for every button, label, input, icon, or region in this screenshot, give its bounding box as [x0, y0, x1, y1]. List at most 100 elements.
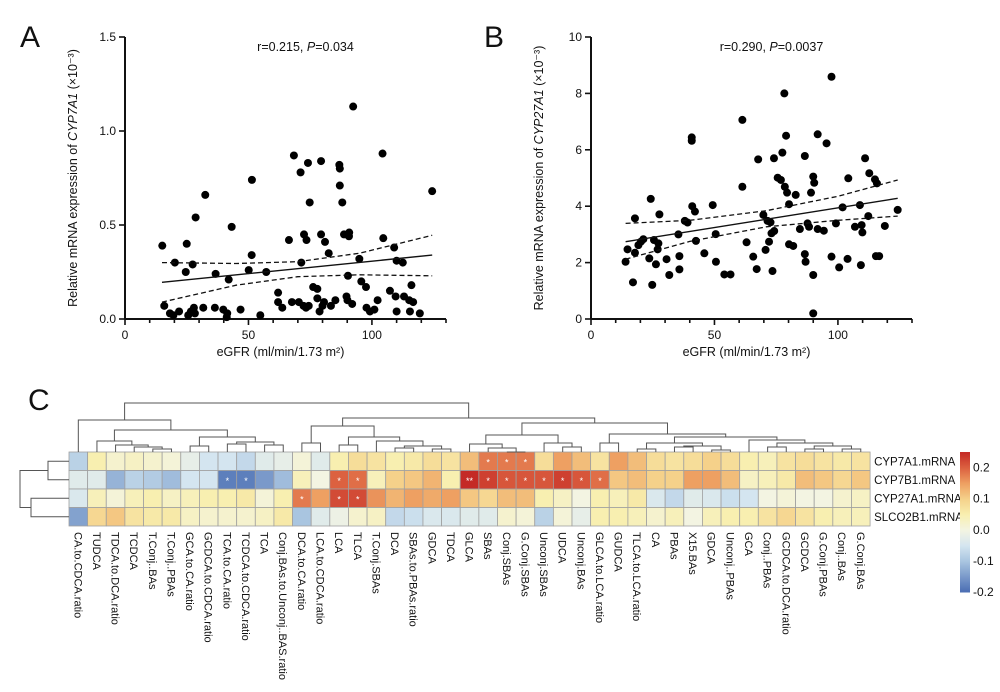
heatmap-cell	[795, 488, 815, 508]
heatmap-cell	[646, 470, 666, 490]
heatmap-cell	[664, 470, 685, 490]
column-label: PBAs	[667, 532, 679, 560]
colorbar-segment	[960, 504, 970, 507]
column-label: TUDCA	[90, 532, 102, 571]
heatmap-cell	[180, 488, 200, 508]
column-label: DCA	[388, 532, 400, 556]
heatmap-cell	[329, 451, 349, 471]
data-point	[331, 296, 340, 305]
data-point	[335, 181, 344, 190]
column-label: GCDCA.to.DCA.ratio	[779, 532, 791, 635]
colorbar-segment	[960, 508, 970, 511]
column-dendrogram-branch	[636, 448, 657, 452]
ci-lower-line	[161, 274, 433, 303]
column-dendrogram-branch	[394, 447, 415, 452]
correlation-annotation: r=0.290, P=0.0037	[720, 40, 824, 54]
heatmap-cell	[720, 451, 741, 471]
data-point	[357, 277, 366, 286]
heatmap-correlation: * * ** * * * ** * * * * * * ** * *CYP7A1.mRNACYP7B1.mRN…	[19, 402, 994, 680]
heatmap-cell	[422, 507, 443, 527]
data-point	[284, 236, 293, 245]
colorbar-segment	[960, 460, 970, 463]
colorbar-segment	[960, 568, 970, 571]
colorbar-segment	[960, 572, 970, 575]
row-dendrogram-branch	[30, 497, 69, 518]
data-point	[278, 303, 287, 312]
column-dendrogram-branch	[562, 446, 582, 452]
significance-marker: *	[505, 457, 509, 467]
heatmap-cell	[180, 451, 200, 471]
data-point	[819, 226, 828, 235]
data-point	[405, 307, 414, 316]
colorbar-segment	[960, 466, 970, 469]
heatmap-cell	[403, 470, 424, 490]
data-point	[326, 301, 335, 310]
heatmap-cell	[590, 451, 610, 471]
colorbar-segment	[960, 502, 970, 505]
scatter-plot-cyp7a1: 0 50 100 0.0 0.5 1.0 1.5 eGFR (ml/min/1.73 m²) R…	[66, 30, 447, 359]
colorbar-segment	[960, 520, 970, 523]
row-label: CYP7B1.mRNA	[874, 475, 955, 487]
heatmap-cell	[385, 507, 405, 527]
data-point	[391, 292, 400, 301]
heatmap-cell	[68, 470, 89, 490]
colorbar-segment	[960, 456, 970, 459]
data-point	[361, 283, 370, 292]
data-point	[835, 263, 844, 272]
heatmap-cell	[552, 507, 573, 527]
row-label: SLCO2B1.mRNA	[874, 512, 963, 524]
data-point	[236, 305, 245, 314]
colorbar-segment	[960, 574, 970, 577]
column-label: DCA.to.CA.ratio	[295, 532, 307, 610]
heatmap-cell	[124, 470, 144, 490]
data-point	[175, 307, 184, 316]
heatmap-cell	[757, 451, 778, 471]
data-point	[318, 301, 327, 310]
heatmap-cell	[739, 451, 759, 471]
data-point	[190, 309, 199, 318]
column-dendrogram-branch	[310, 425, 375, 443]
colorbar-segment	[960, 464, 970, 467]
colorbar-segment	[960, 514, 970, 517]
heatmap-cell	[515, 488, 536, 508]
significance-marker: *	[356, 494, 360, 504]
heatmap-cell	[702, 470, 722, 490]
heatmap-cell	[646, 507, 666, 527]
heatmap-cell	[161, 507, 182, 527]
x-axis-label: eGFR (ml/min/1.73 m²)	[217, 345, 345, 359]
data-point	[858, 228, 867, 237]
heatmap-cell	[590, 488, 610, 508]
colorbar-segment	[960, 554, 970, 557]
heatmap-cell	[217, 488, 238, 508]
data-point	[855, 201, 864, 210]
data-point	[274, 298, 283, 307]
heatmap-cell	[236, 451, 256, 471]
heatmap-cell	[832, 451, 852, 471]
heatmap-cell	[851, 470, 871, 490]
colorbar-segment	[960, 580, 970, 583]
data-point	[720, 270, 729, 279]
column-dendrogram-branch	[301, 442, 322, 452]
column-label: GUDCA	[612, 532, 624, 572]
column-label: SBAs.to.PBAs.ratio	[407, 532, 419, 627]
colorbar-segment	[960, 494, 970, 497]
data-point	[302, 236, 311, 245]
data-point	[630, 214, 639, 223]
colorbar-segment	[960, 536, 970, 539]
heatmap-cell	[385, 488, 405, 508]
heatmap-cell	[254, 507, 275, 527]
scatter-plot-cyp27a1: 0 50 100 0 2 4 6 8 10 eGFR (ml/min/1.73 m²) Relati…	[532, 30, 913, 359]
column-label: GCDCA.to.CDCA.ratio	[202, 532, 214, 643]
y-tick-label: 0.5	[99, 218, 116, 232]
data-point	[415, 309, 424, 318]
significance-marker: *	[561, 476, 565, 486]
colorbar-segment	[960, 474, 970, 477]
x-tick-label: 0	[588, 328, 595, 342]
heatmap-cell	[273, 488, 293, 508]
column-dendrogram-branch	[673, 446, 694, 452]
x-tick-label: 100	[828, 328, 848, 342]
column-dendrogram-branch	[487, 447, 517, 452]
ci-upper-line	[161, 234, 433, 265]
heatmap-cell	[273, 451, 293, 471]
data-point	[893, 205, 902, 214]
